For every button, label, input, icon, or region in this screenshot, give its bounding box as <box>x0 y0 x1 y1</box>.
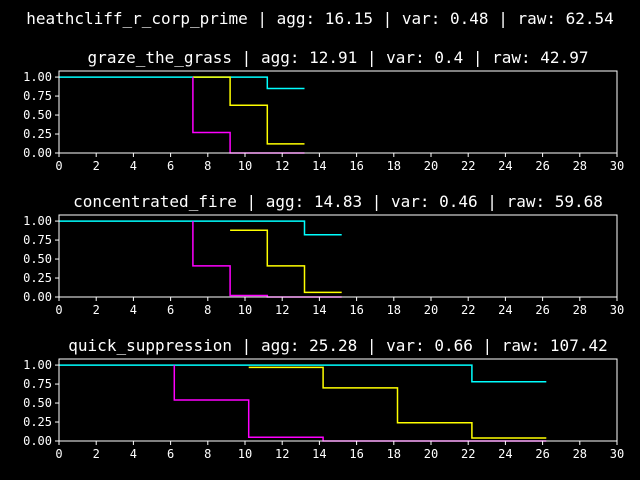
x-tick-label: 8 <box>204 447 211 461</box>
series-line-1 <box>59 220 342 236</box>
x-tick-label: 12 <box>275 303 289 317</box>
x-tick-label: 22 <box>461 447 475 461</box>
panels-group: graze_the_grass | agg: 12.91 | var: 0.4 … <box>23 48 624 461</box>
x-tick-label: 10 <box>238 159 252 173</box>
chart-title: graze_the_grass | agg: 12.91 | var: 0.4 … <box>88 48 589 67</box>
x-tick-label: 18 <box>387 303 401 317</box>
x-tick-label: 6 <box>167 447 174 461</box>
x-tick-label: 2 <box>93 159 100 173</box>
y-tick-label: 0.50 <box>23 252 52 266</box>
x-tick-label: 2 <box>93 303 100 317</box>
x-tick-label: 6 <box>167 159 174 173</box>
x-tick-label: 28 <box>573 159 587 173</box>
x-tick-label: 0 <box>55 447 62 461</box>
x-tick-label: 14 <box>312 447 326 461</box>
series-line-1 <box>59 76 305 90</box>
x-tick-label: 28 <box>573 447 587 461</box>
y-tick-label: 0.25 <box>23 271 52 285</box>
series-line-2 <box>192 76 305 145</box>
series-line-2 <box>230 229 342 294</box>
x-tick-label: 26 <box>535 447 549 461</box>
x-tick-label: 4 <box>130 447 137 461</box>
x-tick-label: 12 <box>275 159 289 173</box>
chart-panel-2: concentrated_fire | agg: 14.83 | var: 0.… <box>23 192 624 317</box>
axes-frame <box>58 214 618 298</box>
axes-frame <box>58 70 618 154</box>
x-tick-label: 14 <box>312 159 326 173</box>
x-tick-label: 30 <box>610 303 624 317</box>
series-line-2 <box>248 366 547 439</box>
x-tick-label: 24 <box>498 303 512 317</box>
series-line-1 <box>59 364 547 383</box>
x-tick-label: 18 <box>387 447 401 461</box>
x-tick-label: 18 <box>387 159 401 173</box>
y-tick-label: 1.00 <box>23 358 52 372</box>
x-tick-label: 8 <box>204 303 211 317</box>
y-tick-label: 1.00 <box>23 70 52 84</box>
x-tick-label: 30 <box>610 447 624 461</box>
y-tick-label: 0.50 <box>23 396 52 410</box>
y-tick-label: 0.50 <box>23 108 52 122</box>
x-tick-label: 20 <box>424 303 438 317</box>
y-tick-label: 0.25 <box>23 127 52 141</box>
x-tick-label: 16 <box>349 159 363 173</box>
x-tick-label: 20 <box>424 447 438 461</box>
x-tick-label: 12 <box>275 447 289 461</box>
axes-frame <box>58 358 618 442</box>
y-tick-label: 0.25 <box>23 415 52 429</box>
y-tick-label: 0.75 <box>23 89 52 103</box>
x-tick-label: 24 <box>498 447 512 461</box>
x-tick-label: 28 <box>573 303 587 317</box>
y-tick-label: 0.00 <box>23 290 52 304</box>
x-tick-label: 26 <box>535 159 549 173</box>
y-tick-label: 0.00 <box>23 434 52 448</box>
x-tick-label: 0 <box>55 303 62 317</box>
y-tick-label: 0.75 <box>23 377 52 391</box>
x-tick-label: 6 <box>167 303 174 317</box>
x-tick-label: 14 <box>312 303 326 317</box>
x-tick-label: 0 <box>55 159 62 173</box>
x-tick-label: 30 <box>610 159 624 173</box>
x-tick-label: 4 <box>130 303 137 317</box>
figure-suptitle: heathcliff_r_corp_prime | agg: 16.15 | v… <box>26 9 614 28</box>
x-tick-label: 8 <box>204 159 211 173</box>
x-tick-label: 26 <box>535 303 549 317</box>
y-tick-label: 1.00 <box>23 214 52 228</box>
chart-title: quick_suppression | agg: 25.28 | var: 0.… <box>68 336 607 355</box>
chart-panel-3: quick_suppression | agg: 25.28 | var: 0.… <box>23 336 624 461</box>
x-tick-label: 16 <box>349 303 363 317</box>
x-tick-label: 22 <box>461 303 475 317</box>
chart-panel-1: graze_the_grass | agg: 12.91 | var: 0.4 … <box>23 48 624 173</box>
x-tick-label: 4 <box>130 159 137 173</box>
x-tick-label: 16 <box>349 447 363 461</box>
x-tick-label: 10 <box>238 303 252 317</box>
y-tick-label: 0.75 <box>23 233 52 247</box>
x-tick-label: 22 <box>461 159 475 173</box>
chart-title: concentrated_fire | agg: 14.83 | var: 0.… <box>73 192 603 211</box>
x-tick-label: 10 <box>238 447 252 461</box>
x-tick-label: 24 <box>498 159 512 173</box>
y-tick-label: 0.00 <box>23 146 52 160</box>
x-tick-label: 2 <box>93 447 100 461</box>
x-tick-label: 20 <box>424 159 438 173</box>
